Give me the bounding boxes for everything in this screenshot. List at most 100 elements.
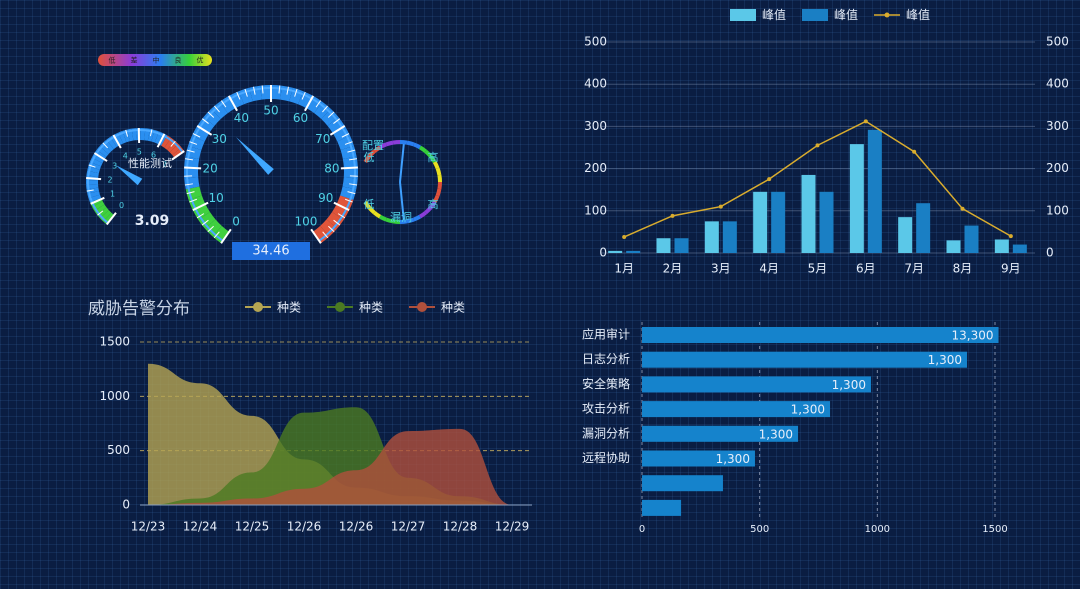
- legend-dot: [884, 12, 890, 18]
- gauge-minor-tick: [186, 149, 195, 153]
- dial-needle: [399, 181, 405, 223]
- dial-band: [406, 140, 415, 147]
- line-point: [960, 206, 965, 211]
- bar: [994, 239, 1009, 253]
- gauge-tick: [220, 228, 232, 244]
- bar-label: 1,300: [832, 378, 866, 392]
- bar-label: 1,300: [791, 403, 825, 417]
- x-tick-label: 12/23: [131, 520, 166, 534]
- x-tick-label: 1月: [614, 262, 634, 276]
- bar-label: 1,300: [759, 427, 793, 441]
- gauge-tick-label: 20: [202, 161, 217, 175]
- gauge-tick-label: 0: [119, 201, 124, 210]
- bar: [946, 240, 961, 253]
- legend-swatch: [802, 9, 828, 21]
- gauge-band: [204, 219, 222, 237]
- dial-band: [435, 167, 442, 176]
- gauge-tick-label: 7: [162, 160, 167, 169]
- gauge-minor-tick: [344, 141, 353, 145]
- legend-label: 种类: [441, 301, 465, 315]
- y-tick-label: 500: [584, 35, 607, 49]
- gauge-minor-tick: [322, 231, 329, 239]
- gauge-band: [198, 211, 216, 229]
- gauge-tick: [329, 125, 346, 136]
- gauge-tick: [310, 228, 322, 244]
- line-point: [863, 119, 868, 124]
- gauge-tick: [196, 125, 213, 136]
- gauge-band: [102, 139, 114, 152]
- legend-dot: [253, 302, 263, 312]
- gauge-tick-label: 50: [263, 104, 278, 118]
- line-point: [1008, 234, 1013, 239]
- gauge-tick-label: 70: [315, 132, 330, 146]
- gauge-title: 性能测试: [128, 156, 172, 170]
- dial-label: 高: [428, 197, 439, 211]
- gauge-minor-tick: [327, 111, 335, 118]
- dial-band: [429, 155, 437, 164]
- gauge-band: [249, 85, 262, 102]
- bar-label: 1,300: [928, 353, 962, 367]
- gauge-band: [185, 186, 202, 200]
- gauge-minor-tick: [341, 133, 350, 138]
- gauge-band: [99, 142, 112, 155]
- gauge-tick-label: 100: [295, 214, 318, 228]
- bar: [801, 174, 816, 253]
- y2-tick-label: 100: [1046, 203, 1069, 217]
- y2-tick-label: 0: [1046, 246, 1054, 260]
- gauge-tick-label: 10: [209, 191, 224, 205]
- gauge-band: [164, 137, 175, 150]
- line-point: [622, 234, 627, 239]
- gauge-band: [321, 108, 339, 126]
- gauge-minor-tick: [261, 85, 264, 94]
- gauge-band: [154, 131, 164, 145]
- x-tick-label: 8月: [953, 262, 973, 276]
- gauge-tick: [184, 166, 202, 170]
- x-tick-label: 1000: [865, 524, 890, 535]
- gauge-minor-tick: [344, 198, 353, 203]
- scale-label: 中: [153, 56, 160, 65]
- gauge-minor-tick: [207, 225, 214, 233]
- gauge-minor-tick: [102, 142, 109, 149]
- dial-label: 低: [364, 151, 375, 164]
- y2-tick-label: 400: [1046, 77, 1069, 91]
- gauge-minor-tick: [220, 100, 227, 108]
- gauge-minor-tick: [244, 88, 248, 97]
- gauge-band: [144, 128, 151, 141]
- y-tick-label: 400: [584, 77, 607, 91]
- dial-band: [412, 214, 421, 222]
- chart-title: 威胁告警分布: [88, 299, 190, 319]
- dial-label: 高: [428, 150, 439, 164]
- x-tick-label: 0: [639, 524, 645, 535]
- gauge-minor-tick: [236, 91, 241, 100]
- gauge-tick: [227, 95, 238, 112]
- gauge-minor-tick: [125, 129, 129, 137]
- dial-needle: [399, 141, 405, 183]
- gauge-band: [106, 137, 117, 150]
- dial-band: [418, 145, 427, 153]
- gauge-minor-tick: [337, 213, 346, 219]
- gauge-needle: [115, 164, 143, 186]
- bar: [642, 401, 831, 418]
- gauge-minor-tick: [278, 85, 281, 94]
- gauge-band: [92, 201, 105, 211]
- line-point: [767, 177, 772, 182]
- bar: [753, 191, 768, 253]
- dial-band: [373, 211, 382, 219]
- gauge-minor-tick: [213, 231, 220, 239]
- area: [148, 363, 512, 505]
- gauge-band: [340, 145, 357, 160]
- gauge-band: [118, 130, 127, 144]
- y-tick-label: 300: [584, 119, 607, 133]
- line-point: [815, 143, 820, 148]
- gauge-tick-label: 3: [112, 161, 117, 170]
- gauge-minor-tick: [214, 105, 220, 113]
- gauge-band: [211, 101, 228, 120]
- x-tick-label: 12/25: [235, 520, 270, 534]
- gauge-band: [314, 101, 331, 120]
- gauge-band: [203, 108, 221, 126]
- dial-band: [385, 140, 394, 147]
- gauge-band: [342, 177, 358, 190]
- dial-band: [432, 194, 440, 203]
- x-tick-label: 3月: [711, 262, 731, 276]
- gauge-minor-tick: [207, 111, 215, 118]
